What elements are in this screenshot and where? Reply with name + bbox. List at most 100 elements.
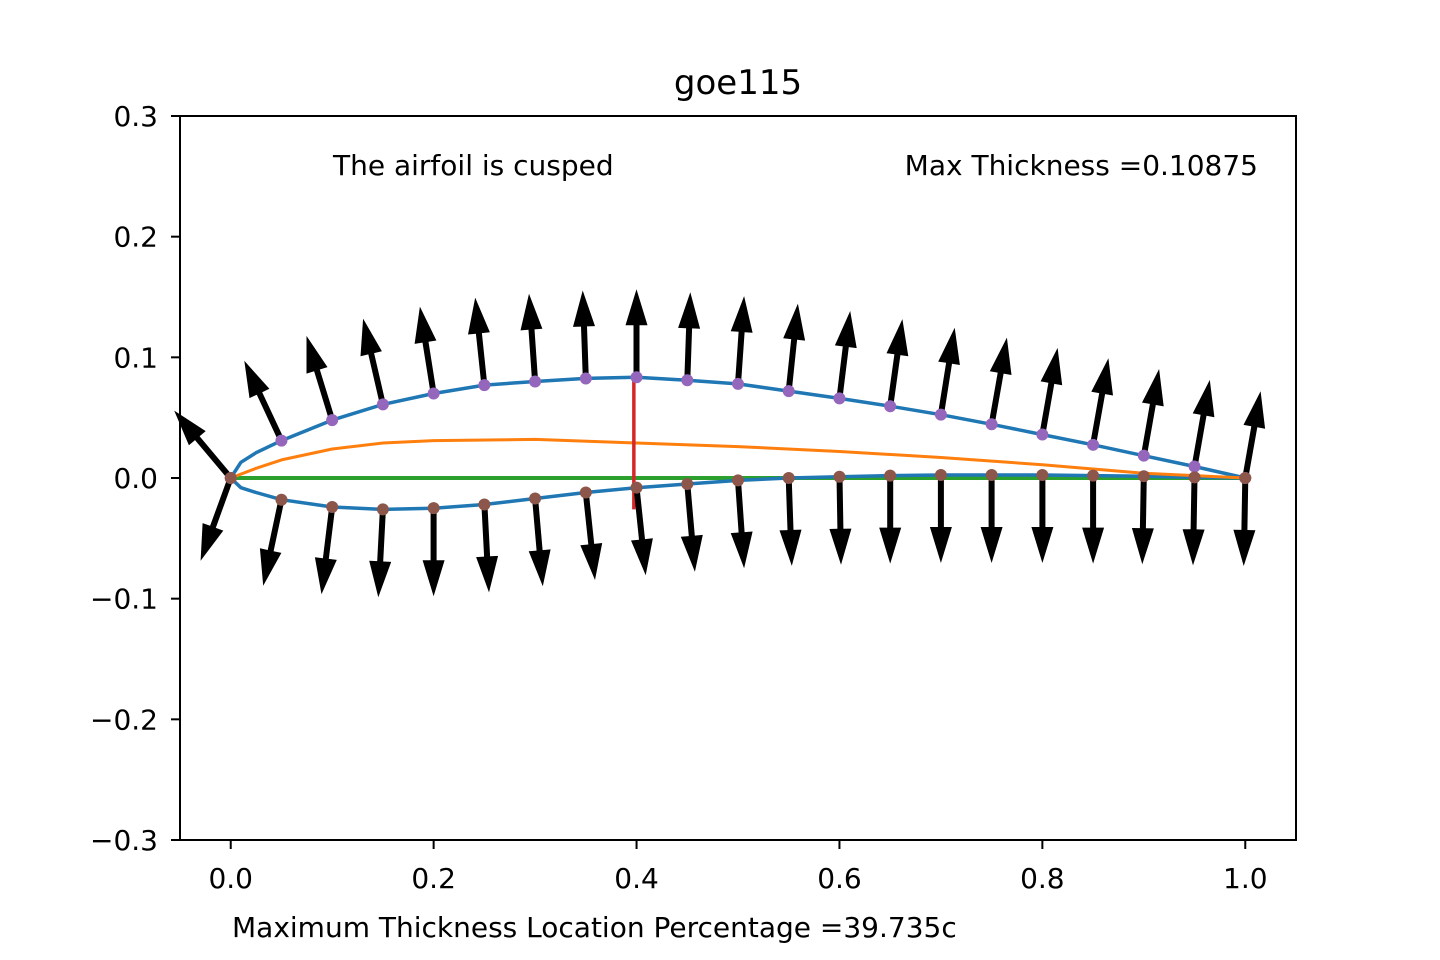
lower-point (529, 492, 542, 505)
lower-point (630, 481, 643, 494)
lower-point (732, 474, 744, 487)
series-line-camber (229, 437, 1247, 480)
normal-arrow-lower (422, 508, 445, 597)
lower-point (1087, 469, 1100, 482)
normal-arrow-upper (988, 337, 1012, 425)
lower-point (833, 470, 846, 483)
normal-arrow-lower (680, 483, 703, 572)
x-tick-label: 0.8 (1020, 862, 1065, 895)
upper-point (681, 374, 694, 387)
upper-point (934, 408, 947, 421)
normal-arrow-upper (834, 311, 857, 399)
normal-arrow-upper (1090, 358, 1113, 446)
lower-point (934, 468, 947, 481)
upper-point (376, 398, 389, 411)
upper-point (985, 418, 998, 431)
upper-point (529, 375, 542, 388)
upper-point (833, 392, 846, 405)
normal-arrow-upper (573, 290, 595, 379)
upper-point (630, 371, 643, 384)
y-tick-label: −0.3 (90, 824, 158, 857)
upper-point (782, 385, 795, 398)
normal-arrow-upper (520, 293, 543, 382)
lower-point (681, 478, 694, 491)
normal-arrow-upper (1140, 369, 1164, 457)
upper-point (1036, 428, 1049, 441)
lower-point (478, 498, 491, 511)
normal-arrow-lower (1233, 477, 1256, 566)
normal-arrow-lower (1031, 475, 1054, 563)
markers-layer (224, 371, 1252, 516)
annotation-max-thickness: Max Thickness =0.10875 (905, 149, 1258, 182)
annotation-cusped: The airfoil is cusped (332, 149, 614, 182)
normal-arrow-upper (174, 410, 233, 480)
chart-title: goe115 (674, 63, 802, 103)
lower-point (782, 472, 795, 484)
normal-arrow-lower (730, 480, 753, 569)
y-tick-label: 0.1 (113, 341, 158, 374)
normal-arrow-upper (360, 318, 386, 406)
y-tick-label: −0.2 (90, 703, 158, 736)
normal-arrow-lower (980, 475, 1003, 563)
normal-arrow-upper (783, 303, 806, 392)
normal-arrow-lower (879, 475, 902, 564)
lower-point (224, 472, 237, 484)
normal-arrow-upper (730, 296, 753, 385)
y-tick-label: −0.1 (90, 583, 158, 616)
upper-point (732, 377, 744, 390)
lower-point (275, 493, 288, 506)
upper-point (326, 414, 339, 427)
upper-point (1087, 438, 1100, 451)
lower-point (427, 502, 440, 515)
normal-arrow-upper (1242, 391, 1266, 479)
y-tick-label: 0.3 (113, 100, 158, 133)
x-tick-label: 1.0 (1223, 862, 1268, 895)
lower-point (1137, 470, 1150, 483)
normal-arrow-upper (306, 335, 336, 421)
upper-point (427, 387, 440, 400)
lower-point (326, 500, 339, 513)
upper-point (579, 372, 592, 385)
normal-arrow-lower (1082, 475, 1105, 564)
lower-point (579, 486, 592, 499)
upper-point (884, 400, 897, 413)
normal-arrow-lower (631, 487, 653, 576)
normal-arrow-lower (580, 492, 603, 580)
normal-arrow-upper (678, 292, 701, 381)
upper-point (275, 434, 288, 447)
normal-arrow-lower (829, 476, 852, 565)
normal-arrow-lower (1182, 477, 1205, 566)
normal-arrow-lower (369, 509, 392, 598)
normal-arrow-upper (1191, 379, 1215, 468)
normal-arrow-lower (259, 499, 285, 586)
x-tick-label: 0.6 (817, 862, 862, 895)
lower-point (1239, 472, 1252, 484)
normal-arrow-upper (886, 319, 909, 407)
normal-arrow-upper (414, 306, 437, 394)
normal-arrows-layer (174, 289, 1266, 598)
lower-point (1036, 468, 1049, 481)
normal-arrow-lower (1131, 476, 1154, 565)
axes-layer: 0.0 0.2 0.4 0.6 0.8 1.0 0.3 0.2 0.1 0.0 −0.1 −0.2 −0… (90, 100, 1268, 895)
normal-arrow-lower (929, 475, 952, 563)
normal-arrow-lower (528, 498, 551, 587)
x-tick-label: 0.0 (208, 862, 253, 895)
normal-arrow-upper (244, 360, 285, 442)
x-tick-label: 0.2 (411, 862, 456, 895)
y-tick-label: 0.0 (113, 462, 158, 495)
normal-arrow-lower (314, 506, 337, 595)
lower-point (1188, 471, 1201, 484)
lower-point (985, 468, 998, 481)
y-tick-label: 0.2 (113, 221, 158, 254)
normal-arrow-lower (779, 477, 802, 566)
normal-arrow-lower (200, 477, 234, 561)
lower-point (884, 469, 897, 482)
normal-arrow-lower (476, 504, 499, 593)
upper-point (1137, 449, 1150, 462)
normal-arrow-upper (937, 327, 960, 416)
normal-arrow-upper (1039, 347, 1063, 436)
upper-point (1188, 460, 1201, 473)
upper-point (478, 379, 491, 392)
